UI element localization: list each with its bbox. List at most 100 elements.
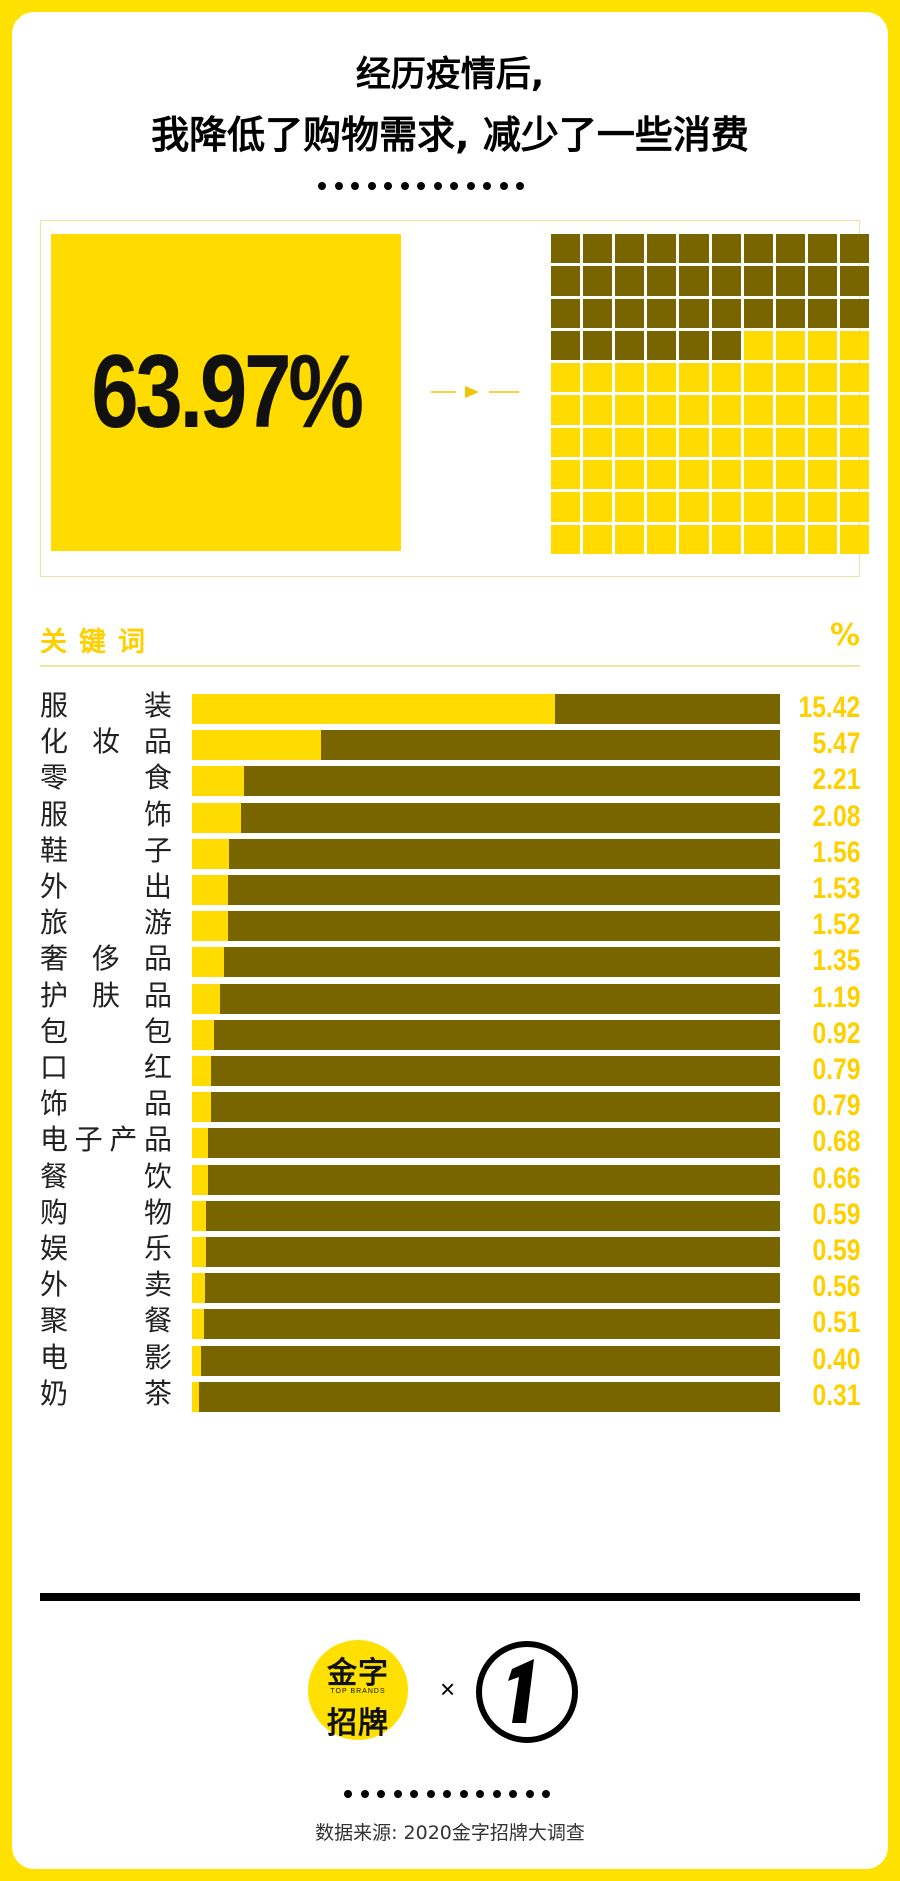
bar-value-label: 0.59 bbox=[812, 1234, 860, 1267]
waffle-cell-filled bbox=[775, 524, 805, 554]
bar-value-label: 0.56 bbox=[812, 1270, 860, 1304]
waffle-cell-filled bbox=[711, 460, 741, 490]
bar-row: 旅游 1.52 bbox=[12, 906, 888, 942]
waffle-cell-filled bbox=[807, 492, 837, 522]
bar bbox=[192, 983, 220, 1014]
divider-dot bbox=[318, 182, 326, 190]
bottom-divider bbox=[40, 1593, 860, 1601]
waffle-cell-filled bbox=[615, 524, 645, 554]
waffle-cell-filled bbox=[775, 427, 805, 458]
waffle-cell-empty bbox=[743, 298, 773, 328]
waffle-cell-filled bbox=[679, 492, 709, 522]
waffle-cell-empty bbox=[647, 330, 677, 361]
waffle-cell-empty bbox=[551, 234, 581, 264]
waffle-cell-filled bbox=[807, 524, 837, 554]
bar-value-label: 1.19 bbox=[812, 980, 860, 1014]
waffle-cell-empty bbox=[711, 330, 741, 361]
waffle-cell-empty bbox=[711, 266, 741, 296]
waffle-cell-filled bbox=[775, 460, 805, 490]
waffle-cell-empty bbox=[711, 298, 741, 328]
waffle-cell-filled bbox=[583, 395, 613, 425]
waffle-cell-filled bbox=[807, 395, 837, 425]
bar-label: 包包 bbox=[40, 1014, 172, 1048]
divider-dot bbox=[476, 1790, 484, 1798]
waffle-cell-empty bbox=[647, 266, 677, 296]
bar-label: 娱乐 bbox=[40, 1232, 172, 1265]
waffle-cell-empty bbox=[551, 330, 581, 361]
waffle-cell-filled bbox=[839, 330, 869, 361]
waffle-cell-filled bbox=[743, 524, 773, 554]
waffle-cell-filled bbox=[583, 363, 613, 393]
bar bbox=[192, 1128, 208, 1159]
waffle-cell-empty bbox=[615, 330, 645, 361]
bar-track bbox=[192, 802, 780, 833]
waffle-cell-empty bbox=[775, 266, 805, 296]
bar-track bbox=[192, 875, 780, 905]
waffle-cell-filled bbox=[551, 363, 581, 393]
bar-row: 奢侈品 1.35 bbox=[12, 942, 888, 978]
waffle-cell-filled bbox=[583, 524, 613, 554]
bar-value-label: 1.35 bbox=[812, 944, 860, 978]
waffle-cell-filled bbox=[839, 460, 869, 490]
title-line-2: 我降低了购物需求, 减少了一些消费 bbox=[151, 113, 749, 157]
bar-label: 外卖 bbox=[40, 1268, 172, 1302]
bar bbox=[192, 875, 228, 905]
divider-dot bbox=[443, 1790, 451, 1798]
waffle-cell-filled bbox=[775, 363, 805, 393]
waffle-cell-empty bbox=[583, 330, 613, 361]
waffle-cell-empty bbox=[775, 234, 805, 264]
bar-track bbox=[192, 947, 780, 978]
waffle-cell-filled bbox=[615, 363, 645, 393]
divider-dot bbox=[400, 182, 409, 190]
waffle-cell-empty bbox=[679, 266, 709, 296]
waffle-cell-filled bbox=[743, 330, 773, 361]
bar-track bbox=[192, 1092, 780, 1123]
divider-dot bbox=[499, 182, 508, 190]
infographic-card: 经历疫情后, 我降低了购物需求, 减少了一些消费 63.97% 关键词 % 服装… bbox=[12, 12, 888, 1869]
bar bbox=[192, 730, 321, 761]
bar-row: 电子产品 0.68 bbox=[12, 1123, 888, 1159]
bar bbox=[192, 1309, 204, 1340]
bar-track bbox=[192, 911, 780, 942]
waffle-cell-filled bbox=[551, 427, 581, 458]
bar bbox=[192, 911, 228, 942]
bar-row: 鞋子 1.56 bbox=[12, 834, 888, 869]
bar-label: 奢侈品 bbox=[40, 942, 172, 976]
divider-dot bbox=[542, 1790, 550, 1798]
bar-value-label: 0.40 bbox=[812, 1342, 860, 1376]
bar-track bbox=[192, 1164, 780, 1195]
bar-track bbox=[192, 983, 780, 1014]
bar-label: 电子产品 bbox=[40, 1123, 172, 1157]
bar-row: 餐饮 0.66 bbox=[12, 1160, 888, 1195]
bar-label: 奶茶 bbox=[40, 1376, 172, 1410]
waffle-cell-filled bbox=[615, 460, 645, 490]
bar-row: 护肤品 1.19 bbox=[12, 979, 888, 1014]
dot-divider-bottom bbox=[344, 1790, 550, 1798]
waffle-cell-empty bbox=[743, 266, 773, 296]
waffle-cell-empty bbox=[615, 266, 645, 296]
bar bbox=[192, 802, 241, 833]
waffle-cell-empty bbox=[679, 298, 709, 328]
data-source: 数据来源: 2020金字招牌大调查 bbox=[315, 1822, 585, 1844]
bar-value-label: 15.42 bbox=[798, 691, 860, 724]
bar-label: 零食 bbox=[40, 761, 172, 795]
bar bbox=[192, 1345, 202, 1376]
waffle-cell-empty bbox=[839, 298, 869, 328]
dot-divider-top bbox=[318, 182, 524, 190]
waffle-cell-empty bbox=[679, 330, 709, 361]
waffle-cell-filled bbox=[615, 427, 645, 458]
bar-label: 电影 bbox=[40, 1340, 172, 1374]
bar-value-label: 0.51 bbox=[812, 1306, 860, 1340]
waffle-cell-empty bbox=[583, 298, 613, 328]
bar bbox=[192, 1200, 206, 1231]
waffle-cell-filled bbox=[647, 524, 677, 554]
bar-track bbox=[192, 838, 780, 869]
waffle-cell-filled bbox=[839, 427, 869, 458]
bar-track bbox=[192, 1056, 780, 1086]
waffle-cell-filled bbox=[679, 524, 709, 554]
bar bbox=[192, 947, 224, 978]
times-symbol: × bbox=[440, 1674, 456, 1704]
waffle-cell-empty bbox=[583, 266, 613, 296]
waffle-cell-empty bbox=[775, 298, 805, 328]
waffle-cell-filled bbox=[807, 330, 837, 361]
